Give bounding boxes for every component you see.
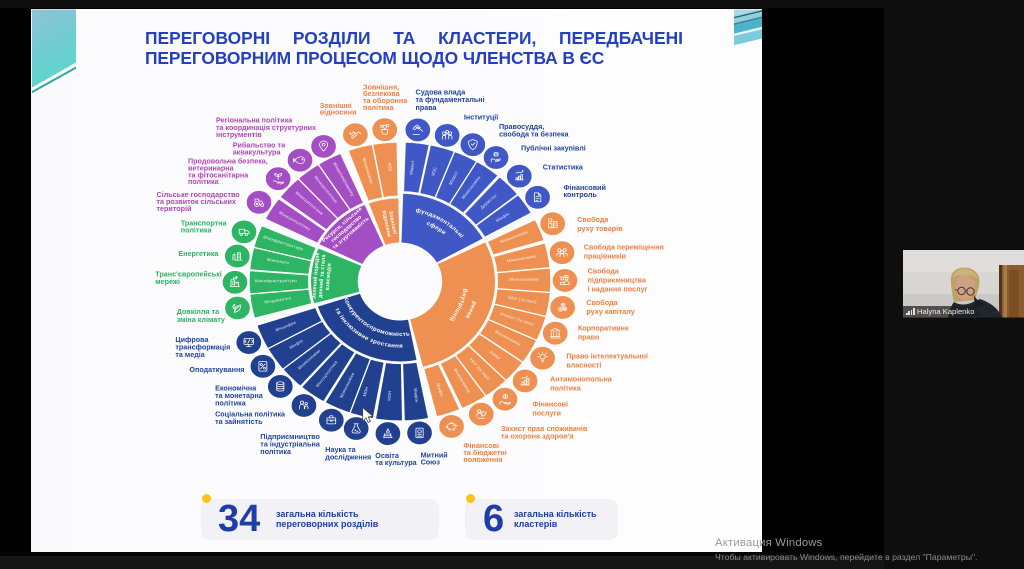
svg-text:право: право bbox=[578, 332, 600, 341]
svg-text:Мінінфраструктури: Мінінфраструктури bbox=[255, 278, 298, 283]
svg-text:МЗС: МЗС bbox=[387, 162, 393, 172]
svg-text:Економічна: Економічна bbox=[215, 383, 257, 392]
svg-text:та координація структурних: та координація структурних bbox=[216, 123, 316, 132]
svg-text:свобода та безпека: свобода та безпека bbox=[499, 130, 569, 139]
svg-text:відносини: відносини bbox=[320, 108, 357, 117]
svg-text:власності: власності bbox=[566, 360, 601, 369]
svg-text:Рибальство та: Рибальство та bbox=[233, 140, 286, 149]
svg-text:та бюджетні: та бюджетні bbox=[463, 448, 506, 457]
svg-text:Антимонопольна: Антимонопольна bbox=[550, 375, 613, 384]
svg-text:МОН: МОН bbox=[362, 386, 370, 397]
svg-text:Фінансові: Фінансові bbox=[532, 400, 568, 409]
svg-text:денний та стала: денний та стала bbox=[317, 254, 328, 298]
svg-text:Міндовкілля: Міндовкілля bbox=[264, 295, 291, 304]
svg-text:працівників: працівників bbox=[584, 252, 627, 261]
svg-text:та фундаментальні: та фундаментальні bbox=[416, 95, 485, 104]
svg-text:підприємництва: підприємництва bbox=[588, 275, 647, 284]
svg-text:Союз: Союз bbox=[421, 458, 441, 467]
svg-text:Сільське господарство: Сільське господарство bbox=[157, 190, 241, 199]
svg-text:Довкілля та: Довкілля та bbox=[177, 307, 220, 316]
svg-text:та медіа: та медіа bbox=[175, 350, 205, 359]
svg-text:Судова влада: Судова влада bbox=[416, 88, 467, 97]
svg-text:Право інтелектуальної: Право інтелектуальної bbox=[566, 351, 649, 360]
svg-text:зміна клімату: зміна клімату bbox=[177, 315, 225, 324]
svg-text:Транспортна: Транспортна bbox=[181, 218, 228, 227]
svg-text:Освіта: Освіта bbox=[375, 451, 400, 460]
svg-text:руху товарів: руху товарів bbox=[577, 224, 623, 233]
svg-text:взаємодія: взаємодія bbox=[325, 263, 333, 291]
svg-text:безпекова: безпекова bbox=[363, 89, 401, 98]
svg-text:Інституції: Інституції bbox=[464, 113, 499, 122]
svg-text:Митний: Митний bbox=[421, 451, 448, 460]
svg-text:Регіональна політика: Регіональна політика bbox=[216, 116, 293, 125]
svg-text:аквакультура: аквакультура bbox=[233, 147, 282, 156]
svg-text:Мінфін: Мінфін bbox=[413, 388, 420, 403]
svg-text:Транс'європейські: Транс'європейські bbox=[155, 270, 222, 279]
svg-text:Наука та: Наука та bbox=[325, 445, 356, 454]
svg-text:територій: територій bbox=[157, 204, 192, 213]
svg-text:руху капіталу: руху капіталу bbox=[586, 307, 634, 316]
svg-text:та охорона здоров'я: та охорона здоров'я bbox=[501, 431, 574, 440]
svg-text:положення: положення bbox=[463, 455, 502, 464]
svg-text:і надання послуг: і надання послуг bbox=[588, 285, 648, 294]
svg-text:Зовнішні: Зовнішні bbox=[320, 101, 352, 110]
svg-text:Фінансові: Фінансові bbox=[463, 441, 499, 450]
svg-text:інструментів: інструментів bbox=[216, 130, 262, 139]
svg-text:Мінфін: Мінфін bbox=[435, 382, 445, 397]
svg-text:послуги: послуги bbox=[532, 409, 561, 418]
svg-text:Продовольча безпека,: Продовольча безпека, bbox=[188, 157, 268, 166]
svg-text:Мінфін: Мінфін bbox=[288, 338, 304, 350]
svg-text:та фітосанітарна: та фітосанітарна bbox=[188, 170, 249, 179]
svg-text:Правосуддя,: Правосуддя, bbox=[499, 122, 544, 131]
svg-text:політика: політика bbox=[188, 177, 220, 186]
svg-text:Свобода: Свобода bbox=[586, 298, 618, 307]
svg-text:трансформація: трансформація bbox=[175, 343, 230, 352]
svg-text:Захист прав споживачів: Захист прав споживачів bbox=[501, 424, 588, 433]
svg-text:відносини: відносини bbox=[380, 210, 392, 238]
svg-text:та розвиток сільських: та розвиток сільських bbox=[157, 197, 236, 206]
svg-text:політика: політика bbox=[215, 398, 247, 407]
svg-text:політика: політика bbox=[260, 447, 292, 456]
svg-text:Свобода: Свобода bbox=[577, 215, 609, 224]
svg-text:ветеринарна: ветеринарна bbox=[188, 164, 235, 173]
svg-text:Фінансовий: Фінансовий bbox=[564, 183, 606, 192]
svg-text:та зайнятість: та зайнятість bbox=[215, 417, 263, 426]
svg-text:та індустріальна: та індустріальна bbox=[260, 439, 321, 448]
svg-text:Свобода: Свобода bbox=[588, 266, 620, 275]
svg-text:Зовнішні: Зовнішні bbox=[387, 211, 398, 236]
svg-text:АМКУ: АМКУ bbox=[489, 349, 502, 360]
svg-text:Міненерго: Міненерго bbox=[266, 257, 290, 265]
svg-text:контроль: контроль bbox=[564, 190, 598, 199]
svg-text:мережі: мережі bbox=[155, 277, 180, 286]
svg-text:Корпоративне: Корпоративне bbox=[578, 324, 629, 333]
svg-text:Мінекономіки: Мінекономіки bbox=[506, 253, 536, 263]
svg-text:Мінюст: Мінюст bbox=[408, 160, 415, 175]
svg-text:Публічні закупівлі: Публічні закупівлі bbox=[521, 143, 586, 152]
svg-text:Мінфін: Мінфін bbox=[495, 211, 511, 223]
svg-text:політика: політика bbox=[550, 383, 582, 392]
svg-text:дослідження: дослідження bbox=[325, 452, 371, 461]
svg-text:Статистика: Статистика bbox=[543, 162, 584, 171]
svg-text:політика: політика bbox=[181, 225, 213, 234]
svg-text:Зелений порядок: Зелений порядок bbox=[310, 252, 321, 299]
svg-text:Свобода переміщення: Свобода переміщення bbox=[584, 242, 664, 251]
svg-text:Зовнішня,: Зовнішня, bbox=[363, 82, 399, 91]
svg-text:Цифрова: Цифрова bbox=[175, 335, 209, 344]
svg-text:та культура: та культура bbox=[375, 458, 417, 467]
svg-text:МОН: МОН bbox=[386, 391, 392, 401]
svg-text:та монетарна: та монетарна bbox=[215, 391, 264, 400]
svg-text:НБУ (та інші): НБУ (та інші) bbox=[508, 295, 538, 304]
svg-text:права: права bbox=[416, 103, 438, 112]
svg-text:політика: політика bbox=[363, 103, 395, 112]
svg-text:Підприємництво: Підприємництво bbox=[260, 432, 320, 441]
svg-text:Оподаткування: Оподаткування bbox=[189, 365, 244, 374]
svg-text:Мінекономіки: Мінекономіки bbox=[509, 277, 539, 282]
svg-text:МЗС: МЗС bbox=[430, 166, 438, 176]
svg-text:Мінюст: Мінюст bbox=[448, 170, 460, 185]
svg-text:Соціальна політика: Соціальна політика bbox=[215, 409, 286, 418]
svg-text:та оборонна: та оборонна bbox=[363, 96, 408, 105]
svg-text:Енергетика: Енергетика bbox=[178, 249, 219, 258]
